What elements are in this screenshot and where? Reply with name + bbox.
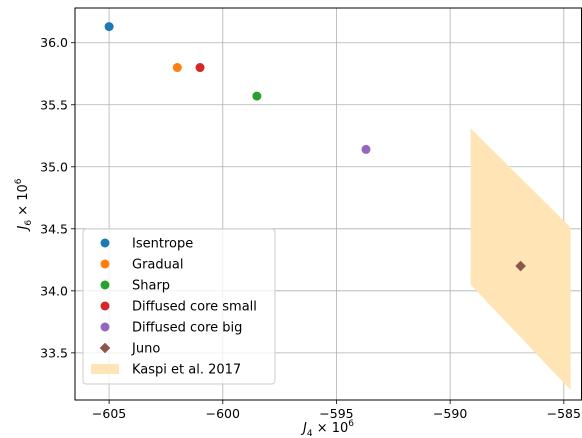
y-tick-label: 35.0 — [40, 159, 68, 174]
legend-marker-sharp — [100, 280, 110, 290]
legend-box — [82, 228, 276, 385]
legend-label-kaspi: Kaspi et al. 2017 — [132, 363, 241, 378]
data-points — [104, 22, 526, 272]
point-sharp — [252, 91, 262, 101]
legend-swatch-kaspi — [91, 364, 119, 374]
legend-label-diffused-core-small: Diffused core small — [132, 300, 257, 315]
legend-label-juno: Juno — [131, 342, 160, 357]
legend-label-diffused-core-big: Diffused core big — [132, 321, 242, 336]
point-gradual — [172, 63, 182, 73]
legend: Isentrope Gradual Sharp Diffused core small… — [82, 228, 276, 385]
legend-marker-diffused-core-big — [100, 322, 110, 332]
legend-marker-diffused-core-small — [100, 301, 110, 311]
y-tick-label: 33.5 — [40, 345, 68, 360]
x-axis-label: J4 × 106 — [300, 419, 354, 438]
point-juno — [515, 260, 526, 272]
x-tick-label: −590 — [433, 406, 467, 421]
y-tick-label: 34.5 — [40, 221, 68, 236]
legend-marker-juno — [99, 342, 111, 354]
legend-marker-isentrope — [100, 238, 110, 248]
kaspi-region — [470, 128, 571, 391]
point-isentrope — [104, 22, 114, 32]
point-diffused-core-big — [361, 144, 371, 154]
y-axis-label: J6 × 106 — [14, 178, 34, 232]
legend-label-sharp: Sharp — [132, 279, 170, 294]
y-tick-label: 34.0 — [40, 283, 68, 298]
axis-ticks: −605 −600 −595 −590 −585 33.5 34.0 34.5 35.0 35.5… — [40, 35, 581, 421]
legend-label-isentrope: Isentrope — [132, 237, 193, 252]
x-tick-label: −600 — [206, 406, 240, 421]
y-tick-label: 35.5 — [40, 97, 68, 112]
y-tick-label: 36.0 — [40, 35, 68, 50]
x-tick-label: −595 — [319, 406, 353, 421]
uncertainty-region — [470, 128, 571, 391]
legend-label-gradual: Gradual — [132, 258, 183, 273]
point-diffused-core-small — [195, 63, 205, 73]
legend-marker-gradual — [100, 259, 110, 269]
x-tick-label: −605 — [92, 406, 126, 421]
x-tick-label: −585 — [547, 406, 581, 421]
